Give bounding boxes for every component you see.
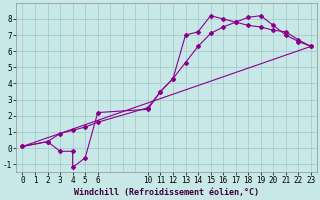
X-axis label: Windchill (Refroidissement éolien,°C): Windchill (Refroidissement éolien,°C) bbox=[74, 188, 259, 197]
